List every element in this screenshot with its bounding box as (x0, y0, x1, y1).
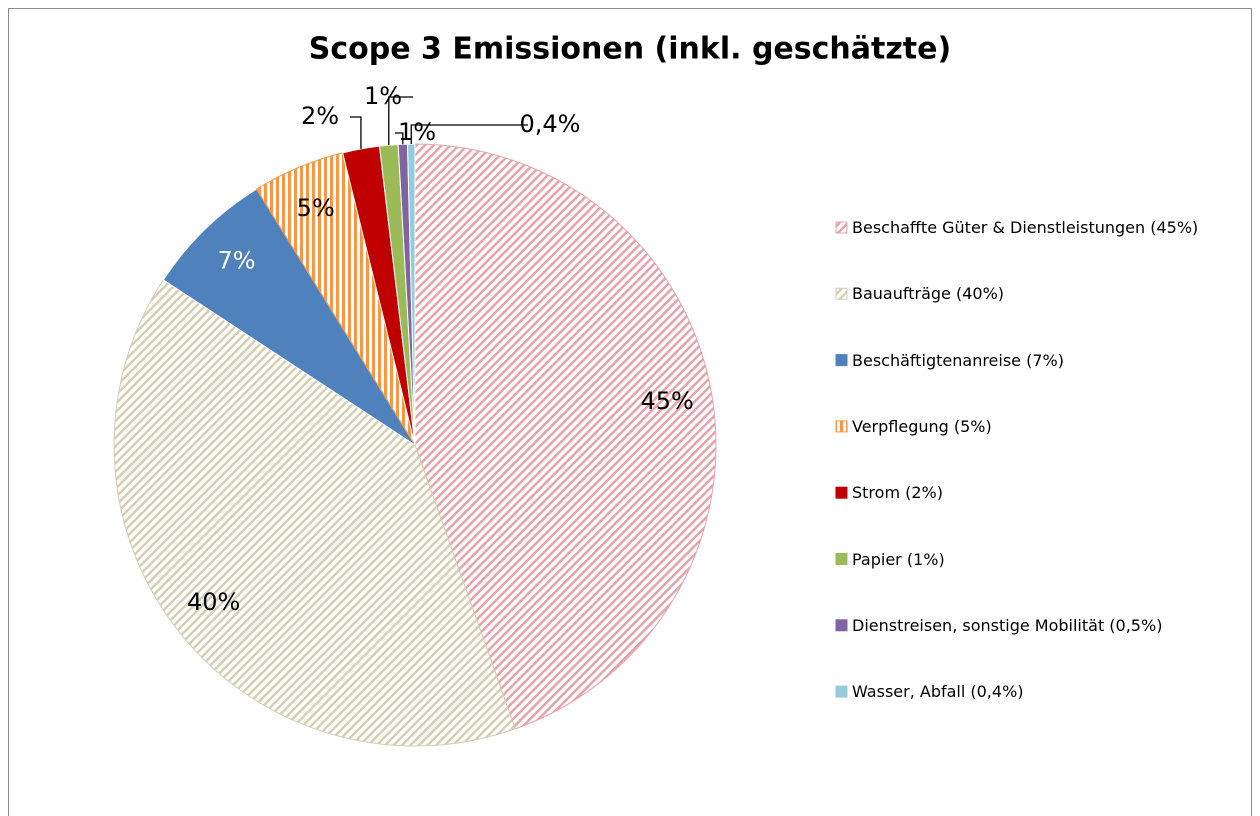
data-label: 45% (641, 387, 694, 415)
pie-slice (414, 143, 717, 730)
legend-label: Verpflegung (5%) (852, 416, 992, 436)
legend-marker (835, 420, 848, 433)
legend-label: Dienstreisen, sonstige Mobilität (0,5%) (852, 615, 1163, 635)
pie-slice (113, 279, 516, 747)
legend-label: Papier (1%) (852, 549, 945, 569)
leader-line (350, 116, 362, 149)
leader-line (395, 132, 404, 145)
legend-marker (835, 619, 848, 632)
leader-line (410, 124, 528, 145)
legend-label: Beschäftigtenanreise (7%) (852, 350, 1064, 370)
pie-slice (162, 188, 416, 446)
leader-line (388, 96, 413, 146)
data-label: 1% (398, 118, 436, 146)
legend-marker (835, 221, 848, 234)
chart-title: Scope 3 Emissionen (inkl. geschätzte) (309, 32, 951, 67)
legend-marker (835, 287, 848, 300)
data-label: 7% (217, 247, 255, 275)
legend-marker (835, 486, 848, 499)
data-label: 40% (187, 588, 240, 616)
legend-label: Strom (2%) (852, 483, 943, 503)
data-label: 1% (364, 82, 402, 110)
data-label: 5% (297, 194, 335, 222)
data-label: 2% (301, 102, 339, 130)
legend-marker (835, 553, 848, 565)
legend-label: Beschaffte Güter & Dienstleistungen (45%… (852, 218, 1199, 237)
legend-marker (835, 354, 848, 367)
legend-label: Bauaufträge (40%) (852, 284, 1005, 304)
data-label: 0,4% (520, 110, 581, 138)
legend-marker (835, 685, 848, 698)
legend-label: Wasser, Abfall (0,4%) (852, 682, 1024, 702)
